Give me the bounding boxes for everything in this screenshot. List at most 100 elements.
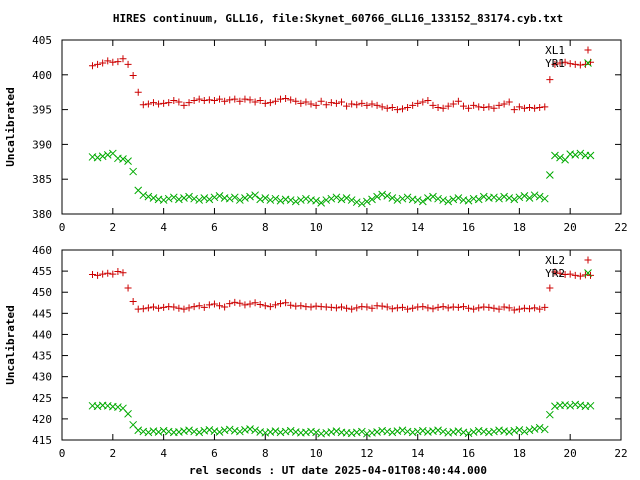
x-tick-label: 18 bbox=[513, 447, 526, 460]
yr1-point bbox=[200, 194, 209, 202]
yr1-point bbox=[454, 194, 463, 202]
x-tick-label: 8 bbox=[262, 447, 269, 460]
yr2-point bbox=[454, 427, 463, 435]
xl1-point bbox=[398, 105, 406, 113]
yr1-point bbox=[373, 192, 381, 201]
xl2-point bbox=[566, 270, 574, 278]
xl1-point bbox=[277, 95, 285, 103]
xl2-point bbox=[216, 302, 224, 310]
xl2-point bbox=[454, 303, 462, 311]
yr1-point bbox=[291, 197, 300, 206]
y-tick-label: 385 bbox=[32, 173, 52, 186]
y-tick-label: 390 bbox=[32, 138, 52, 151]
xl1-point bbox=[190, 97, 198, 105]
xl1-point bbox=[155, 100, 163, 108]
xl1-point bbox=[414, 99, 422, 107]
xl1-point bbox=[322, 101, 330, 109]
xl1-point bbox=[185, 99, 193, 107]
top-plot-series bbox=[88, 55, 595, 208]
yr1-point bbox=[439, 196, 447, 204]
xl1-point bbox=[485, 103, 493, 111]
xl2-point bbox=[297, 302, 305, 310]
yr1-point bbox=[256, 195, 265, 204]
yr1-point bbox=[535, 192, 544, 201]
yr1-point bbox=[93, 153, 102, 162]
xl1-point bbox=[312, 101, 320, 109]
top-plot-axes: 0 2 4 6 8 10 12 14 16 18 20 22 380 385 390 395 400 405 bbox=[32, 34, 628, 234]
xl1-point bbox=[261, 99, 269, 107]
yr1-point bbox=[444, 197, 453, 206]
y-tick-label: 445 bbox=[32, 307, 52, 320]
xl2-point bbox=[221, 303, 229, 311]
xl1-point bbox=[124, 60, 132, 68]
y-tick-label: 450 bbox=[32, 286, 52, 299]
yr1-point bbox=[332, 193, 341, 202]
yr1-point bbox=[241, 194, 249, 202]
yr1-point bbox=[495, 194, 503, 203]
xl1-point bbox=[302, 98, 310, 106]
xl1-point bbox=[307, 100, 315, 108]
yr2-point bbox=[418, 426, 427, 435]
xl1-point bbox=[439, 104, 447, 112]
yr1-point bbox=[551, 151, 559, 160]
yr2-point bbox=[251, 426, 259, 435]
yr1-point bbox=[571, 150, 580, 159]
xl1-point bbox=[205, 96, 213, 104]
xl2-point bbox=[368, 304, 376, 312]
yr1-point bbox=[556, 153, 564, 162]
yr1-point bbox=[576, 149, 585, 158]
xl1-point bbox=[195, 95, 203, 103]
yr1-point bbox=[368, 195, 376, 204]
xl1-point bbox=[94, 60, 102, 68]
xl1-point bbox=[109, 58, 117, 66]
xl1-point bbox=[221, 97, 229, 105]
xl2-point bbox=[277, 300, 285, 308]
yr2-point bbox=[373, 428, 381, 436]
xl2-point bbox=[526, 305, 534, 313]
yr2-point bbox=[246, 425, 254, 433]
xl1-point bbox=[556, 59, 564, 67]
xl2-point bbox=[185, 304, 193, 312]
xl1-point bbox=[226, 96, 234, 104]
xl2-point bbox=[94, 271, 102, 279]
yr1-point bbox=[515, 193, 524, 202]
yr1-point bbox=[490, 193, 498, 202]
xl2-point bbox=[190, 303, 198, 311]
xl2-point bbox=[231, 298, 239, 306]
x-tick-label: 4 bbox=[160, 221, 167, 234]
x-tick-label: 0 bbox=[59, 447, 66, 460]
xl1-point bbox=[251, 98, 259, 106]
xl2-point bbox=[287, 301, 295, 309]
xl1-point bbox=[99, 59, 107, 67]
xl2-point bbox=[485, 303, 493, 311]
xl2-point bbox=[338, 303, 345, 311]
xl2-point bbox=[236, 299, 244, 307]
xl1-point bbox=[459, 102, 467, 110]
bottom-plot: Uncalibrated 0 2 4 6 8 10 12 14 16 18 20 22 415 420 42… bbox=[4, 244, 628, 460]
xl2-point bbox=[434, 303, 442, 311]
xl2-point bbox=[571, 271, 579, 279]
xl1-point bbox=[536, 104, 544, 112]
x-tick-label: 18 bbox=[513, 221, 526, 234]
yr1-point bbox=[286, 196, 295, 204]
yr1-point bbox=[236, 196, 244, 204]
xl1-point bbox=[129, 71, 137, 79]
xl1-point bbox=[246, 96, 254, 104]
xl1-point bbox=[546, 76, 554, 84]
x-tick-label: 10 bbox=[309, 221, 322, 234]
xl1-point bbox=[510, 106, 518, 114]
x-tick-label: 12 bbox=[360, 221, 373, 234]
yr2-point bbox=[124, 409, 132, 418]
yr1-point bbox=[429, 192, 437, 201]
yr2-point bbox=[520, 427, 529, 436]
xl1-point bbox=[541, 103, 549, 111]
xl1-point bbox=[144, 100, 152, 108]
yr1-point bbox=[175, 195, 183, 204]
yr1-point bbox=[98, 152, 107, 161]
xl1-point bbox=[490, 104, 498, 112]
yr1-legend-marker bbox=[584, 59, 592, 67]
y-tick-label: 380 bbox=[32, 208, 52, 221]
yr2-point bbox=[312, 428, 320, 437]
